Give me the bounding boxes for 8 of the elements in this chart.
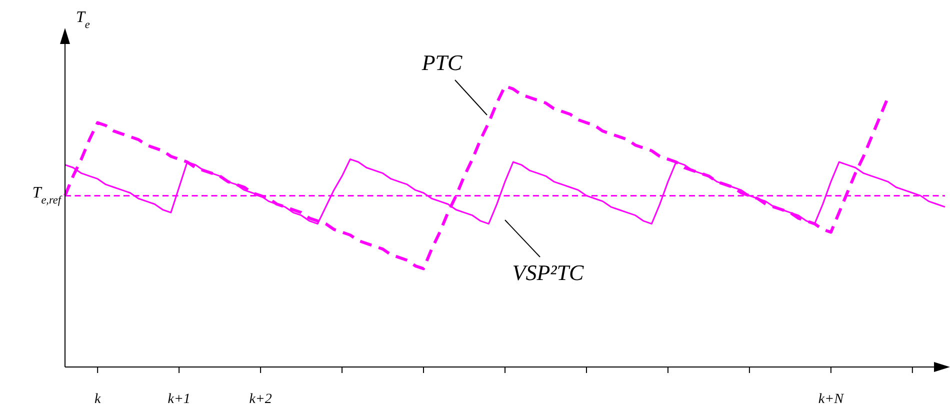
x-tick-label: k (94, 392, 102, 407)
y-axis-title: T$_{e}$ (76, 9, 90, 31)
ref-line-label: T$_{e,ref}$ (32, 184, 63, 207)
series-label: VSP²TC (512, 260, 584, 285)
x-tick-label: k+1 (168, 392, 190, 407)
x-tick-label: k+N (818, 392, 844, 407)
series-label: PTC (420, 50, 462, 75)
x-tick-label: k+2 (249, 392, 272, 407)
